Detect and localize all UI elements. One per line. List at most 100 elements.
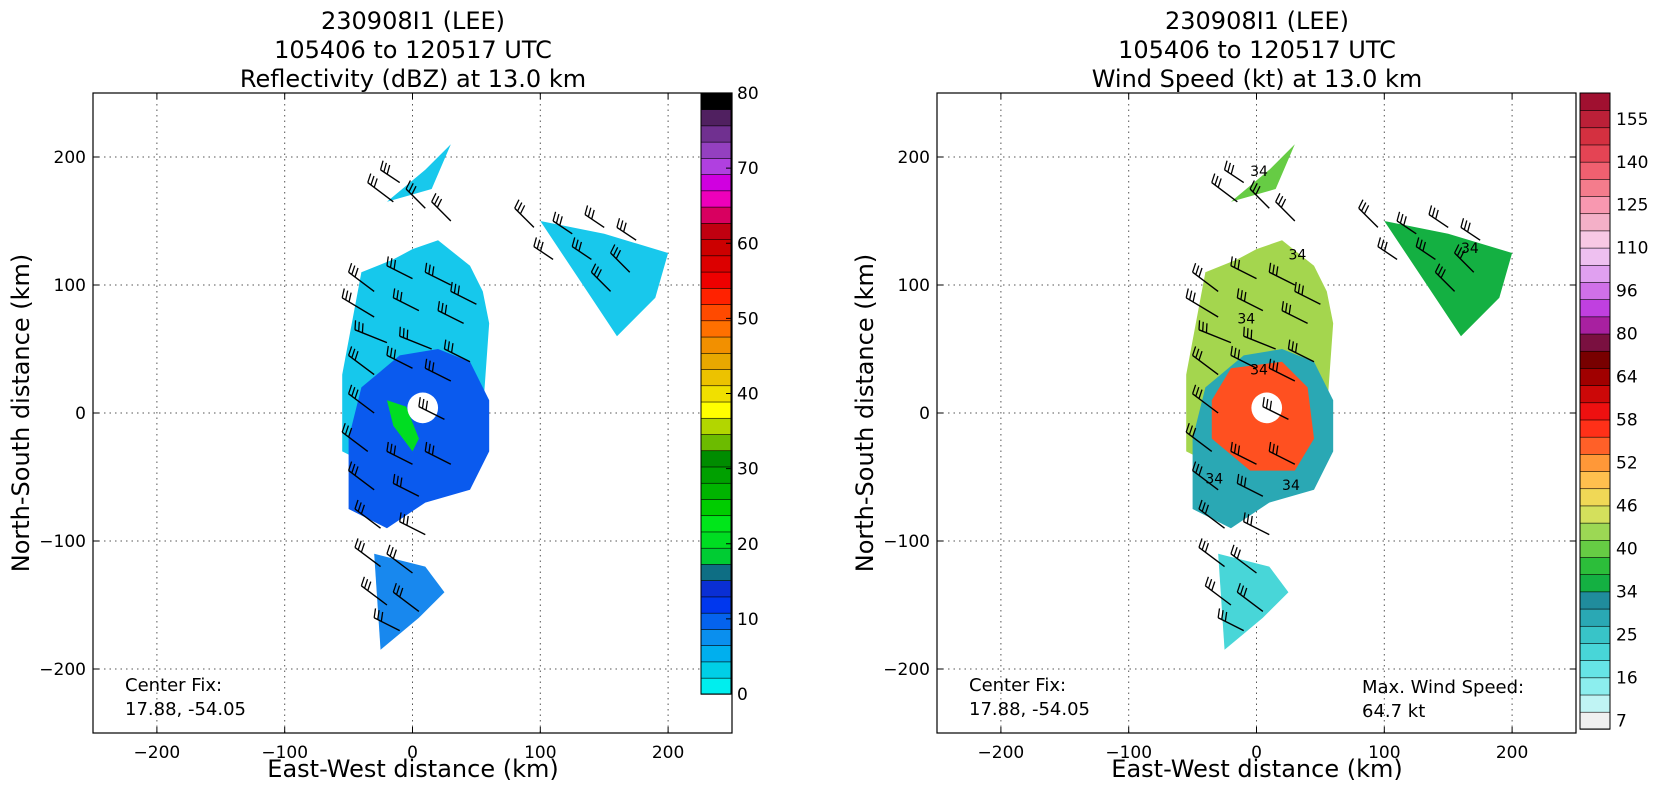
barb-feather [389, 258, 393, 268]
wind-barbs [1185, 160, 1481, 632]
wind-barb [1262, 397, 1289, 421]
barb-feather [1236, 288, 1240, 298]
x-tick-label: 0 [407, 743, 418, 763]
barb-feather [380, 611, 384, 622]
barb-feather [341, 288, 345, 298]
y-tick-label: −100 [39, 532, 86, 552]
barb-feather [1246, 514, 1250, 524]
wind-barb [347, 262, 375, 292]
barb-feather [1243, 587, 1248, 598]
barb-shaft [514, 207, 535, 228]
x-tick-label: 200 [652, 743, 684, 763]
barb-feather [1192, 292, 1196, 303]
colorbar-swatch [700, 612, 732, 630]
barb-feather [591, 209, 595, 220]
wind-barb [1191, 461, 1219, 491]
x-tick-label: −200 [978, 743, 1025, 763]
barb-feather [1383, 241, 1388, 252]
wind-barb [367, 173, 394, 203]
colorbar-tick-label: 25 [1616, 625, 1638, 645]
wind-barb [424, 441, 452, 465]
wind-barb [616, 218, 637, 241]
barb-feather [1239, 585, 1245, 595]
barb-feather [612, 247, 619, 257]
barb-feather [1230, 441, 1233, 452]
wind-barb [424, 358, 452, 382]
barb-feather [399, 477, 403, 488]
barb-shaft [1185, 431, 1213, 452]
barb-feather [1422, 241, 1427, 252]
barb-feather [1243, 291, 1247, 302]
wind-barb [354, 538, 381, 568]
colorbar-swatch [700, 515, 732, 533]
y-tick-label: −100 [883, 532, 930, 552]
barb-feather [571, 237, 576, 247]
wind-barb [1287, 339, 1315, 363]
barb-feather [425, 400, 429, 411]
barb-shaft [450, 290, 477, 305]
barb-feather [615, 249, 622, 259]
barb-feather [1277, 195, 1284, 205]
barb-shaft [348, 354, 375, 376]
barb-shaft [1192, 470, 1219, 491]
colorbar-tick-label: 10 [737, 610, 759, 630]
barb-feather [347, 262, 353, 273]
barb-feather [1399, 213, 1404, 224]
colorbar-swatch [700, 563, 732, 581]
wind-speed-field [1186, 144, 1513, 650]
barb-feather [1272, 264, 1275, 275]
barb-feather [386, 164, 391, 175]
x-tick-label: 100 [524, 743, 556, 763]
wind-barb [1185, 422, 1213, 452]
barb-feather [354, 320, 357, 330]
barb-shaft [610, 252, 631, 273]
contour-label: 34 [1250, 164, 1268, 180]
barb-feather [367, 581, 372, 591]
title-line-3: Reflectivity (dBZ) at 13.0 km [240, 65, 586, 93]
barb-shaft [354, 508, 381, 529]
barb-shaft [386, 553, 413, 574]
colorbar-tick-label: 20 [737, 535, 759, 555]
colorbar-swatch [700, 108, 732, 127]
x-tick-label: 0 [1251, 743, 1262, 763]
colorbar-tick-label: 140 [1616, 153, 1648, 173]
barb-feather [351, 386, 356, 397]
colorbar-swatch [700, 173, 732, 192]
colorbar-swatch [700, 579, 732, 598]
barb-shaft [1237, 297, 1264, 312]
wind-barb [584, 205, 605, 228]
colorbar-swatch [700, 482, 732, 500]
wind-barb [450, 281, 477, 305]
barb-feather [1435, 209, 1439, 220]
barb-feather [379, 160, 384, 170]
wind-barb [354, 320, 388, 344]
barb-feather [393, 349, 397, 360]
barb-feather [1246, 328, 1249, 338]
panel-reflectivity: 230908I1 (LEE) 105406 to 120517 UTC Refl… [7, 7, 759, 783]
barb-feather [1275, 193, 1281, 203]
barb-feather [1205, 323, 1208, 333]
barb-feather [418, 397, 421, 407]
y-axis-label: North-South distance (km) [7, 254, 35, 573]
barb-feather [367, 173, 372, 183]
barb-shaft [1434, 271, 1456, 292]
barb-shaft [1454, 252, 1475, 273]
barb-shaft [354, 329, 388, 344]
wind-barb [1204, 576, 1232, 606]
barb-feather [587, 207, 592, 217]
colorbar-swatch [700, 287, 732, 305]
barb-feather [1440, 269, 1446, 279]
barb-shaft [1230, 265, 1257, 280]
barb-feather [1198, 389, 1203, 399]
wind-barb [386, 345, 413, 369]
barb-shaft [1243, 335, 1276, 350]
colorbar-swatch [1579, 264, 1611, 283]
wind-barb [1415, 237, 1436, 260]
rain-band [386, 144, 451, 202]
colorbar-swatch [700, 531, 732, 549]
colorbar-swatch [700, 352, 732, 370]
title-line-2: 105406 to 120517 UTC [274, 36, 552, 64]
barb-feather [1217, 608, 1221, 618]
barb-feather [1360, 202, 1367, 212]
barb-feather [354, 466, 359, 476]
